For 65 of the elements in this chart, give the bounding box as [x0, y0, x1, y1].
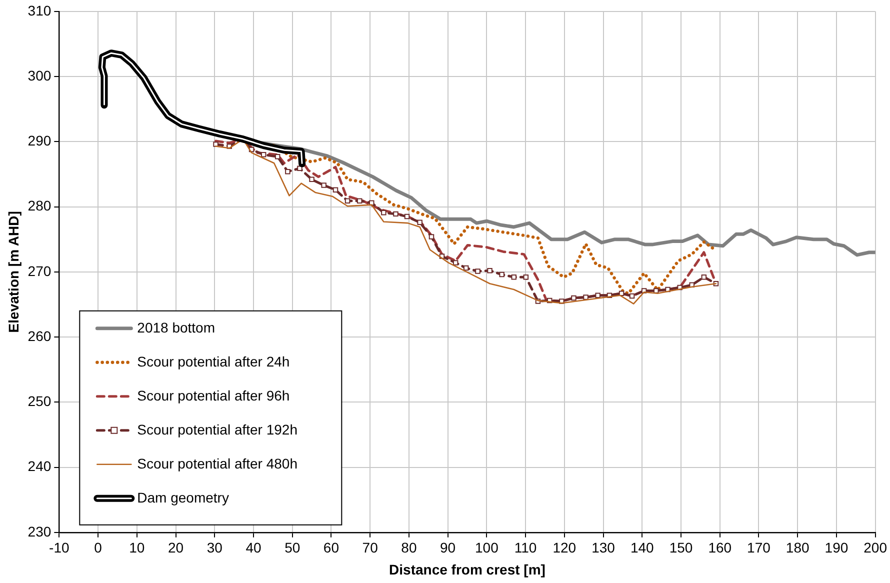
x-tick-label: 180 [786, 540, 810, 556]
point [475, 268, 480, 274]
y-axis-title: Elevation [m AHD] [5, 211, 22, 333]
x-tick-label: 20 [168, 540, 184, 556]
legend-label: Scour potential after 24h [137, 353, 290, 370]
point [356, 198, 362, 204]
point [463, 265, 469, 271]
y-tick-label: 280 [28, 198, 52, 214]
point [595, 292, 600, 298]
point [332, 187, 338, 192]
legend-label: Scour potential after 96h [137, 387, 290, 404]
x-tick-label: 70 [362, 540, 378, 556]
point [487, 268, 492, 274]
x-tick-label: 80 [401, 540, 417, 556]
point [701, 274, 707, 280]
x-tick-label: 200 [864, 540, 888, 556]
point [629, 293, 635, 299]
point [393, 211, 398, 217]
y-tick-label: 290 [28, 132, 52, 149]
x-tick-label: 40 [246, 540, 262, 556]
point [452, 260, 458, 266]
point [499, 272, 504, 278]
point [297, 166, 302, 171]
point [260, 152, 266, 158]
point [583, 294, 588, 300]
x-tick-label: 30 [206, 540, 223, 556]
y-tick-label: 300 [28, 67, 52, 84]
x-tick-label: -10 [49, 540, 70, 556]
point [381, 210, 386, 216]
x-tick-label: 90 [440, 540, 456, 556]
x-tick-label: 10 [129, 540, 145, 556]
point [274, 154, 280, 160]
x-tick-label: 120 [552, 540, 576, 556]
x-tick-label: 60 [323, 540, 340, 556]
legend-label: Scour potential after 192h [137, 421, 298, 438]
x-tick-label: 110 [514, 540, 537, 556]
x-tick-label: 100 [474, 540, 499, 556]
legend-label: Scour potential after 480h [137, 455, 298, 472]
point [511, 274, 516, 280]
y-tick-label: 230 [28, 523, 52, 540]
x-tick-label: 140 [630, 540, 654, 556]
point [344, 198, 350, 204]
x-tick-label: 170 [747, 540, 771, 556]
point [523, 274, 529, 280]
point [571, 295, 576, 301]
point [309, 176, 314, 182]
point [428, 234, 434, 240]
y-tick-label: 270 [28, 262, 52, 279]
x-tick-label: 150 [669, 540, 693, 556]
y-tick-label: 250 [28, 393, 52, 410]
legend-label: Dam geometry [137, 489, 229, 506]
x-tick-label: 160 [708, 540, 732, 556]
x-tick-label: 130 [592, 540, 616, 556]
legend-label: 2018 bottom [137, 319, 215, 336]
x-axis-title: Distance from crest [m] [389, 561, 546, 578]
x-tick-label: 50 [284, 540, 300, 556]
point [417, 220, 422, 226]
point [404, 214, 410, 220]
y-tick-label: 240 [28, 458, 52, 474]
point [285, 168, 290, 174]
y-tick-label: 260 [28, 328, 52, 344]
x-tick-label: 0 [94, 540, 102, 556]
y-tick-label: 310 [28, 2, 52, 18]
x-tick-label: 190 [824, 540, 848, 556]
point [321, 182, 326, 188]
